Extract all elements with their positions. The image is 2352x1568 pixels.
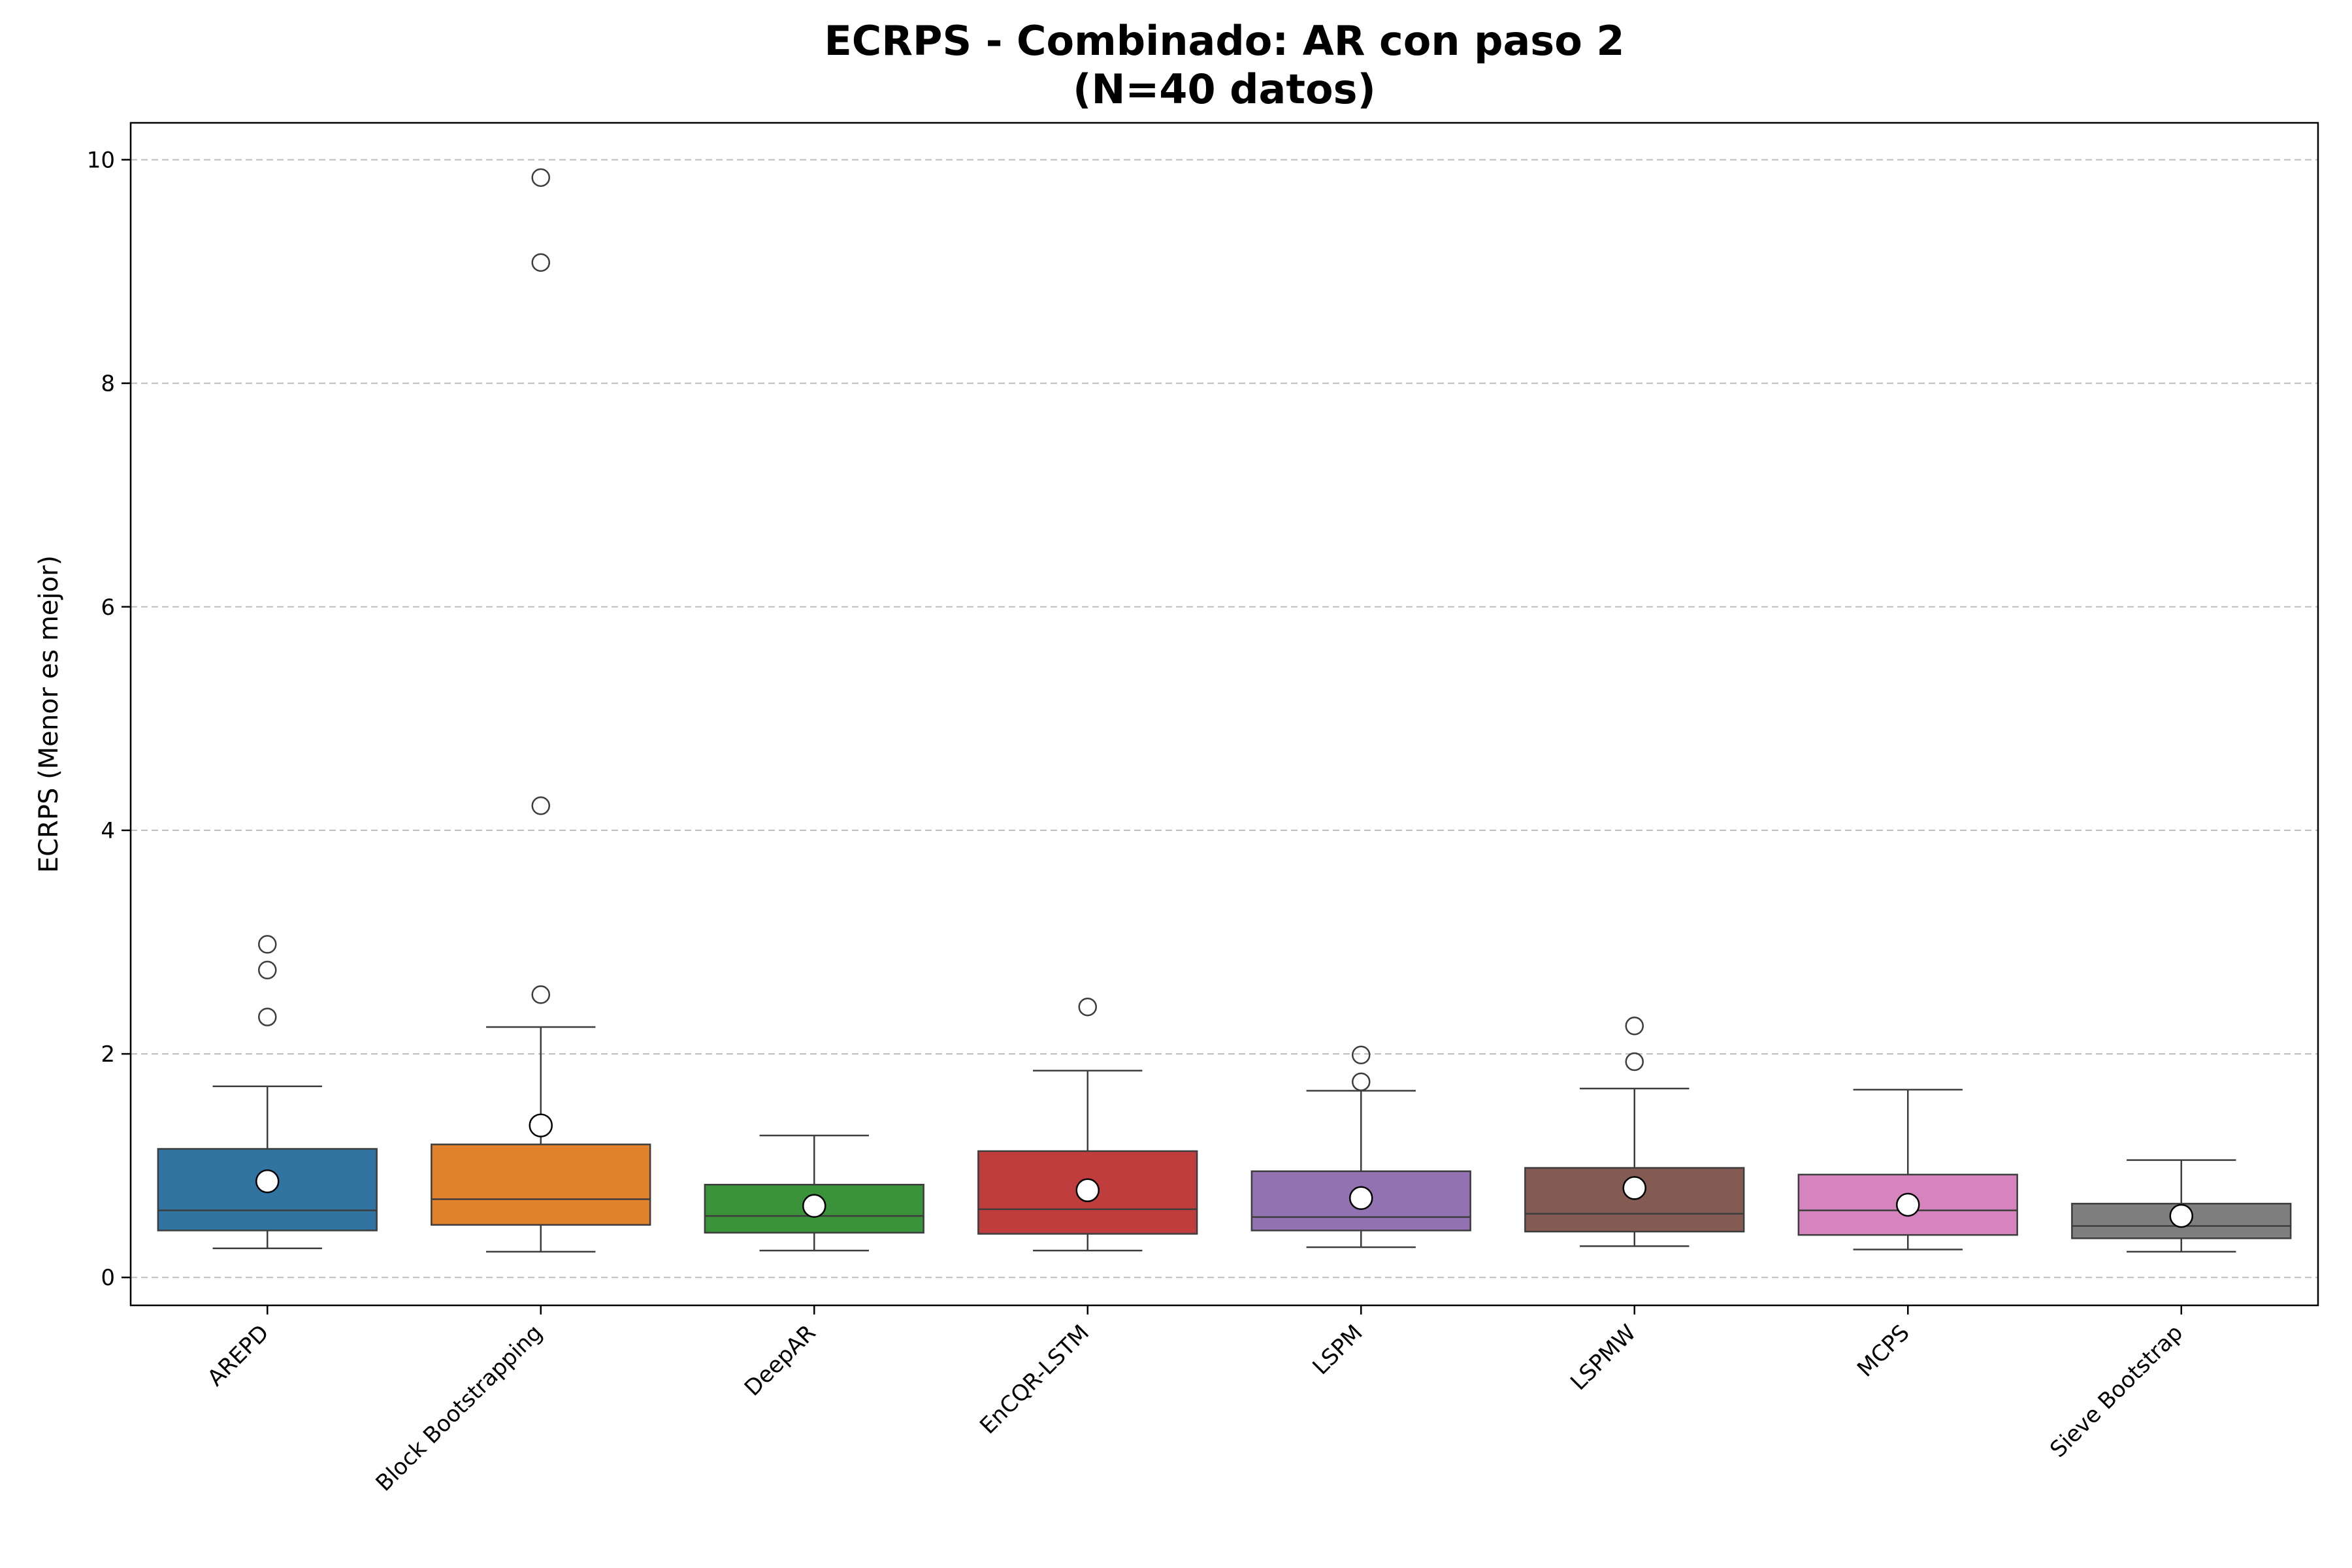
outlier-point bbox=[258, 1007, 277, 1026]
outlier-point bbox=[258, 935, 277, 954]
mean-marker bbox=[529, 1113, 553, 1137]
mean-marker bbox=[1349, 1186, 1373, 1211]
box-group bbox=[704, 1134, 924, 1252]
plot-frame bbox=[129, 122, 2319, 1307]
outlier-point bbox=[1352, 1045, 1371, 1065]
box-group bbox=[157, 935, 378, 1250]
outlier-point bbox=[1625, 1017, 1644, 1036]
y-tick-label: 6 bbox=[101, 595, 115, 621]
box-group bbox=[1250, 1045, 1471, 1249]
box-group bbox=[1524, 1017, 1745, 1247]
outlier-point bbox=[258, 960, 277, 980]
mean-marker bbox=[1622, 1176, 1646, 1200]
y-axis-label: ECRPS (Menor es mejor) bbox=[34, 555, 64, 873]
outlier-point bbox=[531, 253, 550, 272]
grid-lines bbox=[131, 159, 2318, 1279]
mean-marker bbox=[802, 1194, 826, 1218]
chart-subtitle: (N=40 datos) bbox=[1073, 65, 1376, 113]
outlier-point bbox=[1078, 997, 1097, 1017]
iqr-box bbox=[431, 1143, 651, 1226]
y-axis: 0 2 4 6 8 10 bbox=[87, 147, 131, 1291]
y-tick-label: 8 bbox=[101, 371, 115, 397]
chart-title: ECRPS - Combinado: AR con paso 2 bbox=[824, 17, 1624, 65]
outlier-point bbox=[531, 796, 550, 815]
box-group bbox=[431, 168, 651, 1253]
y-tick-label: 4 bbox=[101, 818, 115, 844]
box-group bbox=[2071, 1159, 2292, 1253]
y-tick-label: 0 bbox=[101, 1265, 115, 1291]
mean-marker bbox=[1075, 1178, 1100, 1203]
outlier-point bbox=[1625, 1052, 1644, 1071]
y-tick-label: 10 bbox=[87, 147, 115, 173]
mean-marker bbox=[2169, 1203, 2193, 1228]
outlier-point bbox=[531, 168, 550, 188]
y-tick-label: 2 bbox=[101, 1041, 115, 1068]
mean-marker bbox=[1896, 1192, 1920, 1217]
mean-marker bbox=[255, 1169, 280, 1194]
box-group bbox=[977, 997, 1198, 1252]
outlier-point bbox=[531, 985, 550, 1004]
outlier-point bbox=[1352, 1072, 1371, 1092]
box-group bbox=[1797, 1088, 2018, 1250]
boxes bbox=[157, 168, 2292, 1253]
